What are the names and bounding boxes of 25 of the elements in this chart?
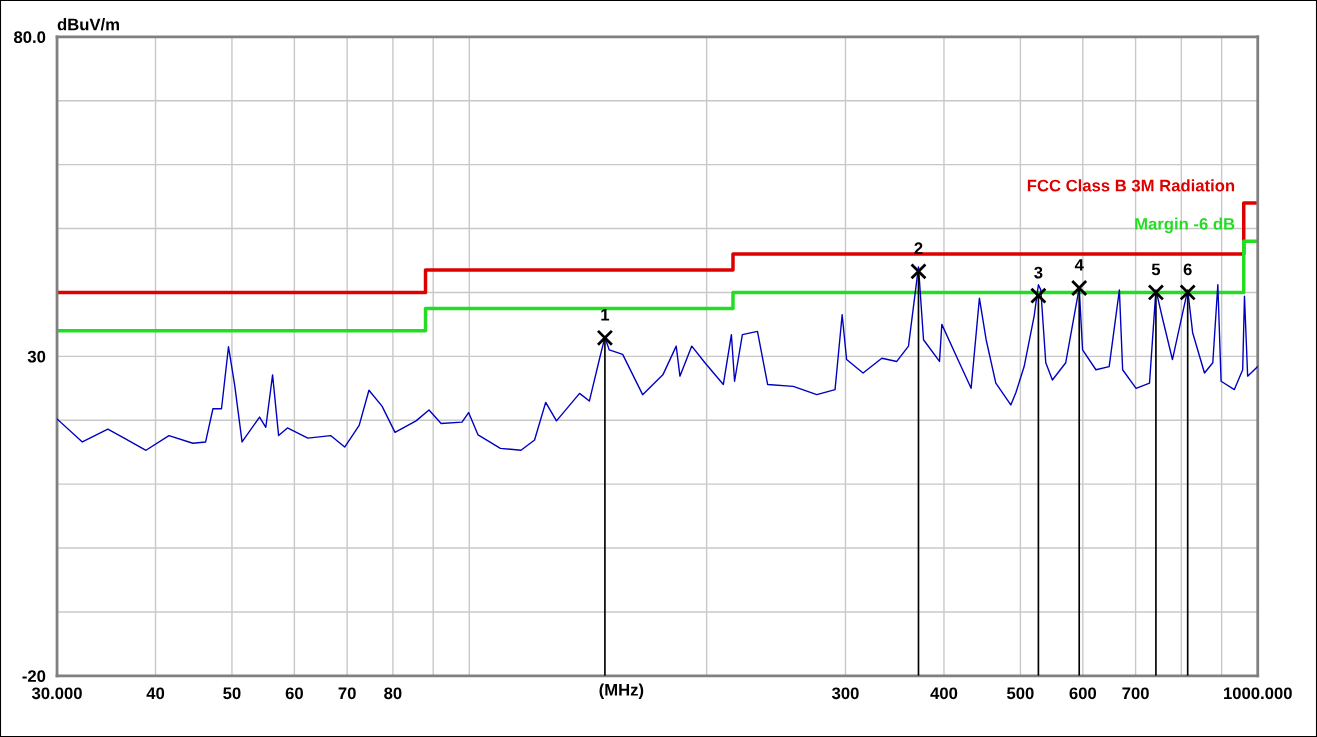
annotation: 2 bbox=[914, 242, 923, 255]
x-tick-label: 700 bbox=[1122, 687, 1149, 700]
x-tick-label: 500 bbox=[1007, 687, 1034, 700]
y-axis-title: dBuV/m bbox=[57, 18, 119, 31]
x-tick-label: 1000.000 bbox=[1224, 687, 1292, 700]
series-label: Margin -6 dB bbox=[1135, 217, 1235, 234]
x-axis-title: (MHz) bbox=[599, 683, 644, 700]
x-tick-label: 400 bbox=[930, 687, 958, 700]
y-tick-label: -20 bbox=[22, 670, 46, 683]
x-tick-label: 300 bbox=[831, 687, 859, 700]
x-tick-label: 30.000 bbox=[31, 687, 82, 700]
x-tick-label: 70 bbox=[338, 687, 356, 700]
x-tick-label: 40 bbox=[146, 687, 165, 700]
x-tick-label: 60 bbox=[285, 687, 303, 700]
annotation: 3 bbox=[1034, 266, 1043, 279]
x-tick-label: 600 bbox=[1069, 687, 1097, 700]
annotation: 5 bbox=[1151, 263, 1161, 276]
series-label: FCC Class B 3M Radiation bbox=[1027, 179, 1235, 192]
x-tick-label: 80 bbox=[384, 687, 402, 700]
annotation: 4 bbox=[1074, 259, 1084, 271]
y-tick-label: 30 bbox=[27, 350, 46, 363]
annotation: 6 bbox=[1183, 263, 1192, 276]
x-tick-label: 50 bbox=[223, 687, 241, 700]
annotation: 1 bbox=[601, 309, 610, 321]
y-tick-label: 80.0 bbox=[14, 31, 46, 44]
